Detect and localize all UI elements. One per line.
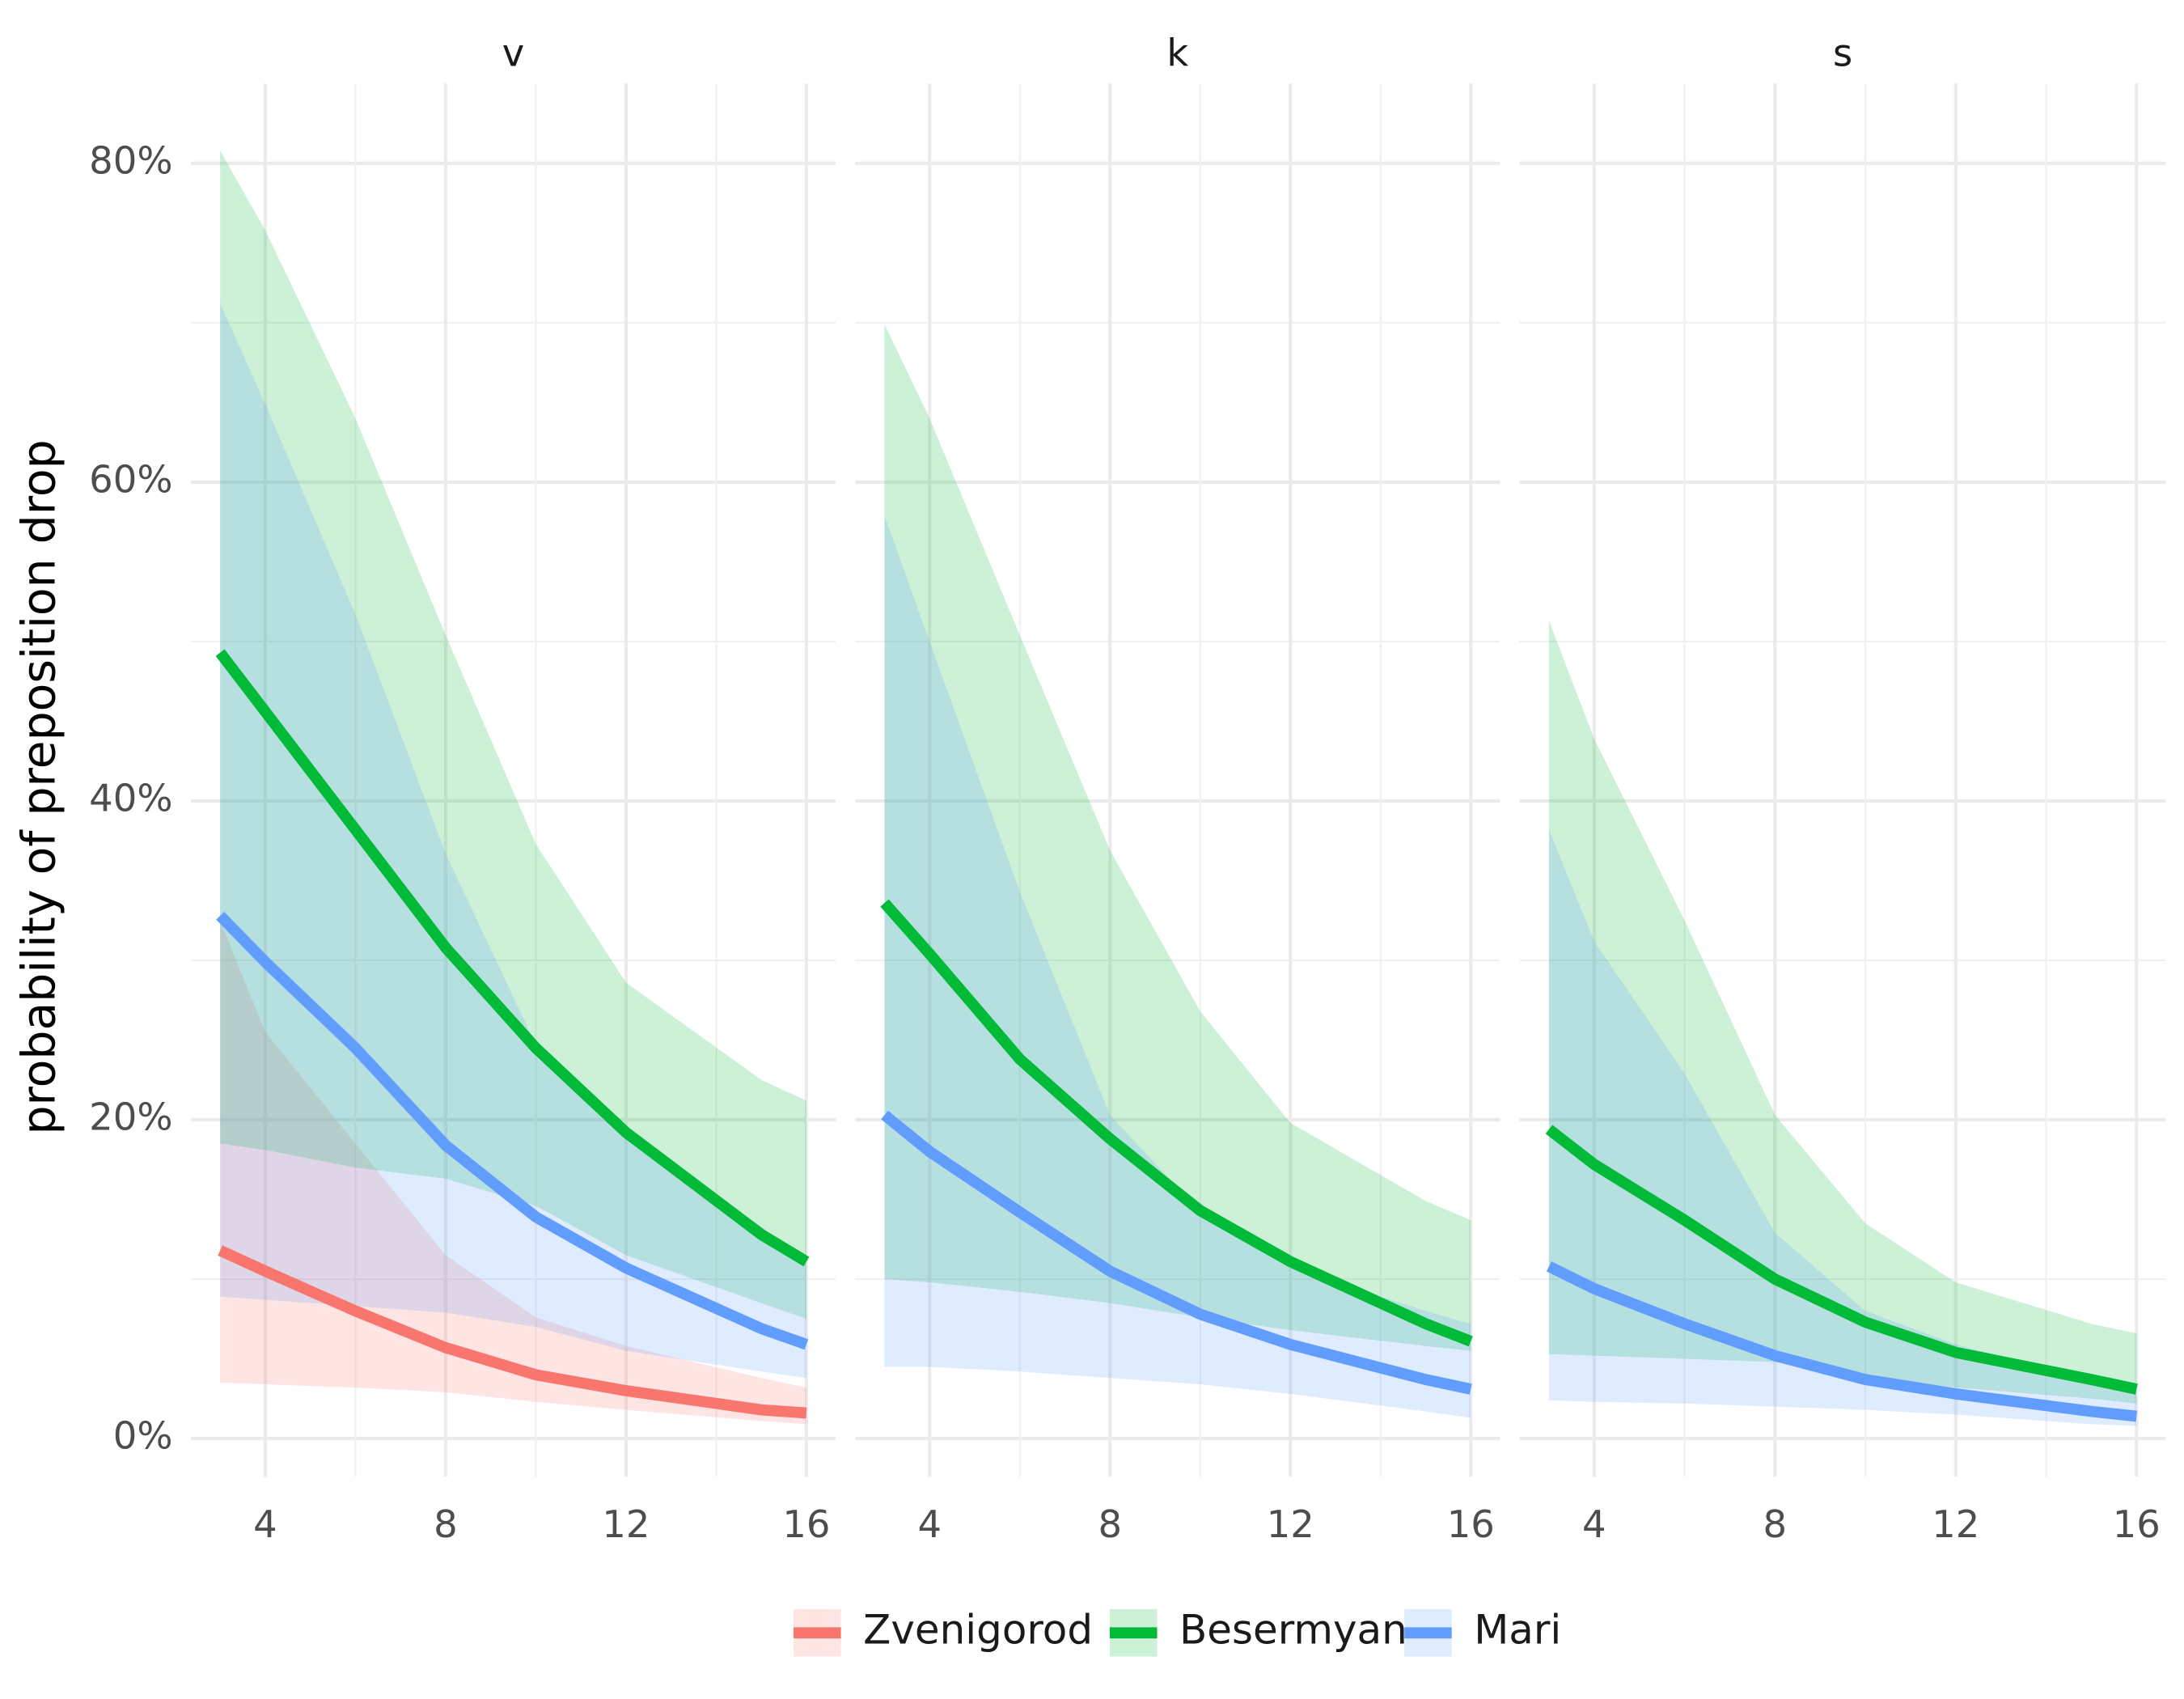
confidence-band: [1548, 829, 2137, 1426]
legend-label: Mari: [1474, 1607, 1561, 1654]
legend-label: Zvenigorod: [863, 1607, 1093, 1654]
grid: [190, 83, 2166, 1477]
facet-label: k: [1166, 31, 1188, 74]
y-tick-label: 60%: [89, 457, 172, 501]
facet-label: v: [502, 31, 525, 74]
x-tick-label: 16: [1447, 1502, 1495, 1546]
lines: [215, 649, 2138, 1422]
x-tick-label: 8: [1763, 1502, 1788, 1546]
series-line: [1546, 1261, 2138, 1422]
x-tick-label: 4: [917, 1502, 942, 1546]
y-axis-label: probability of preposition drop: [12, 439, 66, 1134]
x-tick-label: 16: [2113, 1502, 2161, 1546]
x-tick-label: 12: [1932, 1502, 1979, 1546]
series-line: [880, 899, 1473, 1347]
y-tick-label: 80%: [89, 138, 172, 182]
x-tick-label: 12: [1267, 1502, 1314, 1546]
y-tick-label: 20%: [89, 1095, 172, 1138]
x-tick-label: 4: [253, 1502, 277, 1546]
x-tick-label: 8: [1098, 1502, 1122, 1546]
x-tick-label: 4: [1582, 1502, 1606, 1546]
series-line: [881, 1110, 1472, 1395]
confidence-band: [220, 150, 806, 1320]
x-tick-label: 16: [782, 1502, 830, 1546]
confidence-band: [884, 324, 1471, 1351]
legend-label: Besermyan: [1179, 1607, 1407, 1654]
confidence-band: [1548, 621, 2137, 1404]
facet-label: s: [1833, 31, 1852, 74]
ribbons: [220, 150, 2137, 1426]
y-tick-label: 40%: [89, 776, 172, 820]
series-line: [215, 649, 810, 1267]
series-line: [1545, 1125, 2138, 1395]
x-tick-label: 8: [434, 1502, 458, 1546]
confidence-band: [884, 515, 1471, 1418]
series-line: [218, 1245, 807, 1419]
confidence-band: [220, 303, 806, 1379]
series-line: [216, 911, 809, 1350]
x-tick-label: 12: [602, 1502, 650, 1546]
confidence-band: [220, 920, 806, 1425]
y-tick-label: 0%: [113, 1414, 173, 1458]
